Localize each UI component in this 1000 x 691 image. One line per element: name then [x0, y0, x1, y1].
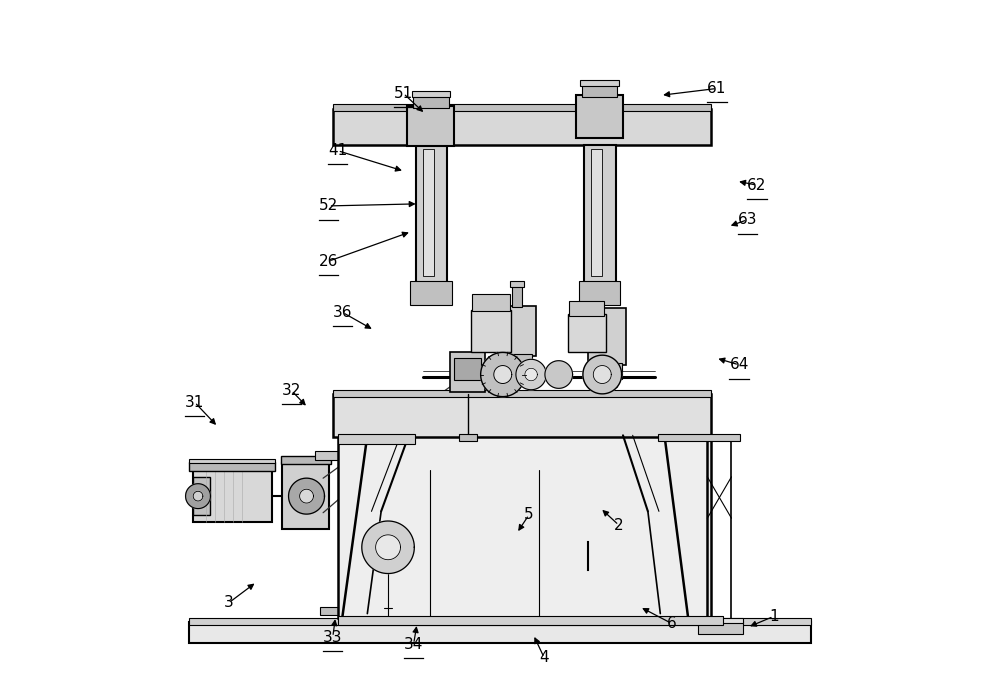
FancyBboxPatch shape: [189, 462, 275, 471]
Polygon shape: [593, 366, 611, 384]
FancyBboxPatch shape: [658, 434, 740, 441]
FancyBboxPatch shape: [416, 145, 447, 283]
FancyBboxPatch shape: [333, 390, 711, 397]
FancyBboxPatch shape: [333, 109, 711, 145]
FancyBboxPatch shape: [512, 286, 522, 307]
Text: 3: 3: [224, 595, 234, 610]
FancyBboxPatch shape: [189, 618, 811, 625]
FancyBboxPatch shape: [333, 104, 711, 111]
FancyBboxPatch shape: [459, 434, 477, 441]
Polygon shape: [525, 368, 537, 381]
FancyBboxPatch shape: [499, 306, 536, 356]
FancyBboxPatch shape: [320, 607, 369, 615]
Text: 36: 36: [333, 305, 352, 320]
FancyBboxPatch shape: [333, 394, 711, 437]
FancyBboxPatch shape: [193, 477, 210, 515]
Polygon shape: [193, 491, 203, 501]
Text: 61: 61: [707, 81, 727, 96]
FancyBboxPatch shape: [568, 314, 606, 352]
FancyBboxPatch shape: [338, 616, 723, 625]
Polygon shape: [481, 352, 525, 397]
FancyBboxPatch shape: [407, 609, 448, 622]
FancyBboxPatch shape: [595, 377, 617, 387]
FancyBboxPatch shape: [454, 358, 481, 380]
FancyBboxPatch shape: [506, 369, 529, 379]
Polygon shape: [289, 478, 324, 514]
Polygon shape: [516, 359, 546, 390]
FancyBboxPatch shape: [510, 281, 524, 287]
FancyBboxPatch shape: [502, 354, 532, 370]
Text: 63: 63: [738, 212, 757, 227]
Text: 41: 41: [328, 143, 347, 158]
FancyBboxPatch shape: [592, 363, 622, 379]
FancyBboxPatch shape: [450, 352, 485, 392]
Polygon shape: [494, 366, 512, 384]
Text: 32: 32: [282, 383, 301, 398]
Polygon shape: [362, 521, 414, 574]
FancyBboxPatch shape: [569, 301, 604, 316]
FancyBboxPatch shape: [338, 434, 415, 444]
Text: 4: 4: [539, 650, 549, 665]
Text: 31: 31: [185, 395, 204, 410]
FancyBboxPatch shape: [698, 621, 743, 634]
FancyBboxPatch shape: [413, 95, 449, 108]
Text: 51: 51: [394, 86, 413, 101]
FancyBboxPatch shape: [410, 281, 452, 305]
Text: 34: 34: [404, 636, 423, 652]
FancyBboxPatch shape: [282, 463, 329, 529]
FancyBboxPatch shape: [472, 294, 510, 311]
Polygon shape: [300, 489, 313, 503]
Polygon shape: [583, 355, 622, 394]
FancyBboxPatch shape: [407, 106, 454, 146]
FancyBboxPatch shape: [189, 459, 275, 463]
Text: 6: 6: [666, 616, 676, 631]
FancyBboxPatch shape: [579, 281, 620, 305]
FancyBboxPatch shape: [281, 456, 331, 464]
FancyBboxPatch shape: [410, 604, 443, 611]
Polygon shape: [376, 535, 400, 560]
FancyBboxPatch shape: [193, 470, 272, 522]
Text: 33: 33: [323, 630, 343, 645]
Text: 62: 62: [747, 178, 767, 193]
FancyBboxPatch shape: [412, 91, 450, 97]
FancyBboxPatch shape: [338, 435, 711, 618]
Text: 2: 2: [614, 518, 624, 533]
FancyBboxPatch shape: [584, 145, 616, 283]
Polygon shape: [186, 484, 210, 509]
FancyBboxPatch shape: [423, 149, 434, 276]
Text: 52: 52: [319, 198, 338, 214]
FancyBboxPatch shape: [591, 149, 602, 276]
FancyBboxPatch shape: [582, 84, 617, 97]
Text: 5: 5: [524, 507, 534, 522]
FancyBboxPatch shape: [588, 308, 626, 365]
FancyBboxPatch shape: [576, 95, 623, 138]
FancyBboxPatch shape: [315, 451, 369, 460]
FancyBboxPatch shape: [698, 618, 743, 623]
Text: 64: 64: [729, 357, 749, 372]
FancyBboxPatch shape: [580, 80, 619, 86]
Text: 1: 1: [769, 609, 778, 624]
FancyBboxPatch shape: [471, 310, 511, 352]
FancyBboxPatch shape: [189, 622, 811, 643]
Polygon shape: [545, 361, 573, 388]
Text: 26: 26: [319, 254, 338, 269]
